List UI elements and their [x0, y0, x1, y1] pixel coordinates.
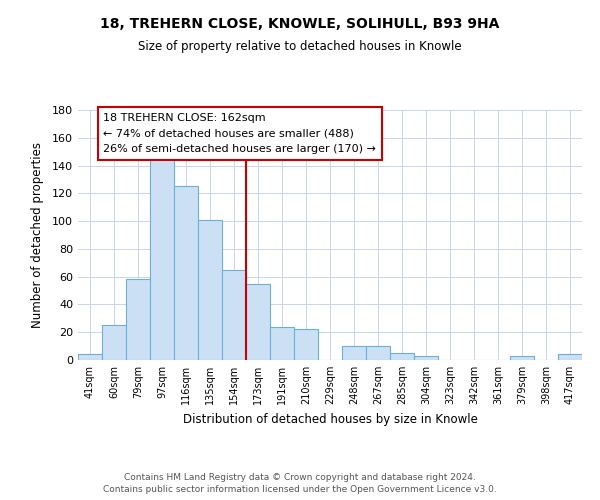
Bar — [126, 280, 150, 360]
Bar — [246, 284, 270, 360]
Bar — [102, 326, 126, 360]
Bar — [270, 326, 294, 360]
Bar — [390, 353, 414, 360]
Text: 18, TREHERN CLOSE, KNOWLE, SOLIHULL, B93 9HA: 18, TREHERN CLOSE, KNOWLE, SOLIHULL, B93… — [100, 18, 500, 32]
Bar — [366, 346, 390, 360]
Text: Contains HM Land Registry data © Crown copyright and database right 2024.: Contains HM Land Registry data © Crown c… — [124, 472, 476, 482]
Bar — [558, 354, 582, 360]
Y-axis label: Number of detached properties: Number of detached properties — [31, 142, 44, 328]
Bar — [174, 186, 198, 360]
Bar — [150, 154, 174, 360]
Bar — [294, 330, 318, 360]
Text: 18 TREHERN CLOSE: 162sqm
← 74% of detached houses are smaller (488)
26% of semi-: 18 TREHERN CLOSE: 162sqm ← 74% of detach… — [103, 113, 376, 154]
Bar — [510, 356, 534, 360]
Bar — [414, 356, 438, 360]
Text: Size of property relative to detached houses in Knowle: Size of property relative to detached ho… — [138, 40, 462, 53]
Bar — [222, 270, 246, 360]
Bar — [198, 220, 222, 360]
X-axis label: Distribution of detached houses by size in Knowle: Distribution of detached houses by size … — [182, 412, 478, 426]
Bar — [342, 346, 366, 360]
Bar — [78, 354, 102, 360]
Text: Contains public sector information licensed under the Open Government Licence v3: Contains public sector information licen… — [103, 485, 497, 494]
